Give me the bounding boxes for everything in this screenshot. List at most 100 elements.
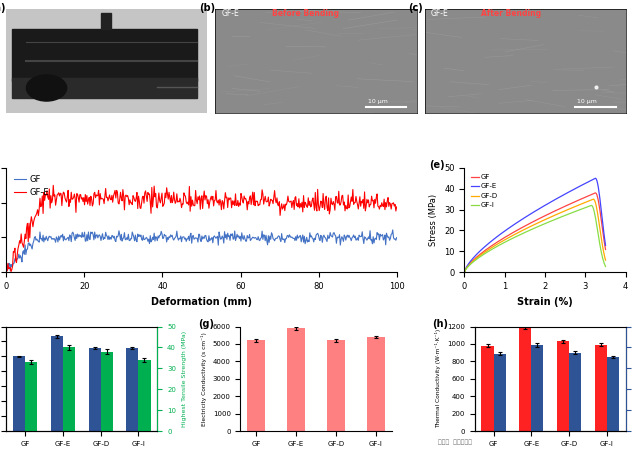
GF: [498, 237, 506, 242]
Bar: [569, 352, 581, 431]
FancyBboxPatch shape: [13, 78, 197, 98]
GF-E: [190, 202, 197, 207]
GF-E: [498, 230, 506, 236]
GF: [191, 236, 198, 241]
Line: GF-I: GF-I: [465, 205, 605, 272]
GF-D: [498, 239, 506, 244]
Line: GF: GF: [465, 193, 605, 272]
GF: [3, 264, 10, 270]
GF: [323, 239, 331, 244]
Bar: [100, 352, 112, 431]
GF-D: [590, 197, 598, 202]
GF-I: [466, 262, 474, 267]
Bar: [25, 362, 37, 431]
Legend: GF, GF-E, GF-D, GF-I: GF, GF-E, GF-D, GF-I: [468, 171, 501, 211]
GF: [461, 269, 468, 275]
Bar: [494, 354, 506, 431]
GF: [466, 261, 474, 266]
GF-E: [590, 176, 597, 182]
GF-E: [393, 204, 401, 210]
GF-I: [602, 264, 609, 269]
GF-E: [461, 269, 468, 275]
Y-axis label: Highest Tensile Strength (MPa): Highest Tensile Strength (MPa): [181, 331, 186, 427]
GF: [214, 242, 222, 248]
GF-E: [385, 204, 392, 209]
Y-axis label: Stress (MPa): Stress (MPa): [430, 194, 439, 246]
Bar: [88, 348, 100, 431]
FancyBboxPatch shape: [101, 13, 111, 29]
Text: (a): (a): [0, 3, 6, 13]
Text: (e): (e): [429, 160, 444, 171]
X-axis label: Deformation (mm): Deformation (mm): [151, 296, 252, 307]
GF-D: [595, 220, 603, 226]
GF-E: [324, 208, 332, 213]
Bar: [138, 360, 150, 431]
Bar: [287, 328, 305, 431]
GF-I: [487, 247, 494, 253]
Text: 公众号  石墨烯研究: 公众号 石墨烯研究: [438, 439, 472, 445]
GF-I: [461, 269, 468, 275]
Text: GF-E: GF-E: [430, 9, 448, 18]
GF: [384, 235, 392, 240]
GF: [6, 268, 14, 273]
GF: [389, 227, 396, 233]
Text: (g): (g): [198, 319, 214, 329]
Text: (h): (h): [432, 319, 448, 329]
Y-axis label: Thermal Conductivity (W·m⁻¹·K⁻¹): Thermal Conductivity (W·m⁻¹·K⁻¹): [435, 329, 441, 428]
GF-E: [216, 202, 223, 208]
GF-E: [466, 259, 474, 264]
Bar: [532, 345, 544, 431]
Bar: [247, 340, 265, 431]
Bar: [63, 348, 75, 431]
Bar: [482, 346, 494, 431]
GF: [590, 191, 597, 196]
Text: GF-E: GF-E: [221, 9, 240, 18]
GF: [487, 244, 494, 249]
X-axis label: Strain (%): Strain (%): [517, 296, 573, 307]
Line: GF-D: GF-D: [465, 199, 605, 272]
Text: Before Bending: Before Bending: [272, 9, 339, 18]
GF-I: [590, 209, 598, 214]
GF-I: [588, 202, 595, 208]
GF-E: [3, 268, 10, 273]
Circle shape: [27, 75, 66, 101]
GF-D: [461, 269, 468, 275]
Text: 10 μm: 10 μm: [578, 99, 597, 104]
GF-I: [469, 260, 477, 265]
Bar: [520, 327, 532, 431]
GF: [189, 233, 197, 239]
Text: (b): (b): [199, 3, 216, 13]
Text: After Bending: After Bending: [481, 9, 541, 18]
GF: [595, 202, 603, 208]
GF-E: [236, 202, 244, 208]
GF: [469, 258, 477, 263]
Bar: [13, 357, 25, 431]
Line: GF-E: GF-E: [465, 178, 605, 272]
GF: [236, 236, 243, 241]
GF-D: [469, 259, 477, 264]
Legend: GF, GF-E: GF, GF-E: [11, 172, 52, 201]
GF-E: [592, 176, 599, 181]
GF-E: [487, 239, 494, 244]
GF-D: [590, 196, 597, 202]
GF-D: [602, 257, 609, 263]
GF: [602, 247, 609, 252]
Text: (c): (c): [408, 3, 423, 13]
Bar: [327, 340, 345, 431]
FancyBboxPatch shape: [13, 29, 197, 81]
GF-E: [602, 242, 609, 248]
GF: [592, 190, 599, 196]
Y-axis label: Electricity Conductivity (s cm⁻¹): Electricity Conductivity (s cm⁻¹): [201, 332, 207, 426]
GF-E: [469, 255, 477, 261]
Line: GF-E: GF-E: [6, 185, 397, 272]
Text: 10 μm: 10 μm: [368, 99, 388, 104]
GF-I: [595, 238, 603, 243]
GF-E: [192, 188, 200, 193]
GF-E: [7, 269, 15, 274]
GF-E: [595, 190, 603, 195]
Bar: [595, 345, 607, 431]
GF-D: [466, 261, 474, 267]
Bar: [51, 336, 63, 431]
GF-D: [487, 246, 494, 251]
GF: [393, 235, 401, 240]
